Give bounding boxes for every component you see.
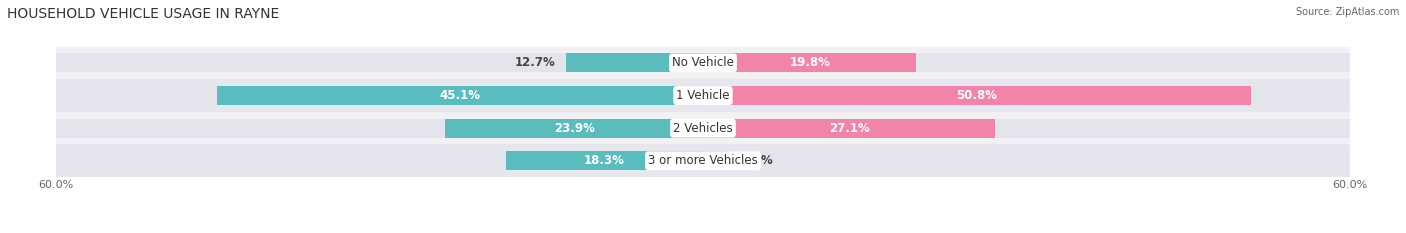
- Bar: [56, 79, 1350, 112]
- Bar: [703, 53, 917, 72]
- Bar: [56, 53, 703, 72]
- Bar: [56, 86, 703, 105]
- Bar: [703, 151, 1350, 170]
- Bar: [56, 112, 1350, 144]
- Text: 45.1%: 45.1%: [440, 89, 481, 102]
- Text: 12.7%: 12.7%: [515, 56, 555, 69]
- Text: 18.3%: 18.3%: [583, 154, 624, 167]
- Text: 3 or more Vehicles: 3 or more Vehicles: [648, 154, 758, 167]
- Bar: [56, 119, 703, 138]
- Bar: [56, 151, 703, 170]
- Bar: [703, 119, 995, 138]
- Bar: [703, 119, 1350, 138]
- Text: 23.9%: 23.9%: [554, 122, 595, 135]
- Text: No Vehicle: No Vehicle: [672, 56, 734, 69]
- Text: 1 Vehicle: 1 Vehicle: [676, 89, 730, 102]
- Bar: [446, 119, 703, 138]
- Bar: [703, 53, 1350, 72]
- Text: 2 Vehicles: 2 Vehicles: [673, 122, 733, 135]
- Bar: [56, 47, 1350, 79]
- Text: Source: ZipAtlas.com: Source: ZipAtlas.com: [1295, 7, 1399, 17]
- Bar: [56, 144, 1350, 177]
- Bar: [703, 151, 728, 170]
- Bar: [703, 86, 1250, 105]
- Text: 19.8%: 19.8%: [789, 56, 830, 69]
- Text: 50.8%: 50.8%: [956, 89, 997, 102]
- Text: 2.4%: 2.4%: [740, 154, 772, 167]
- Bar: [567, 53, 703, 72]
- Bar: [506, 151, 703, 170]
- Bar: [703, 86, 1350, 105]
- Text: HOUSEHOLD VEHICLE USAGE IN RAYNE: HOUSEHOLD VEHICLE USAGE IN RAYNE: [7, 7, 280, 21]
- Bar: [217, 86, 703, 105]
- Text: 27.1%: 27.1%: [828, 122, 869, 135]
